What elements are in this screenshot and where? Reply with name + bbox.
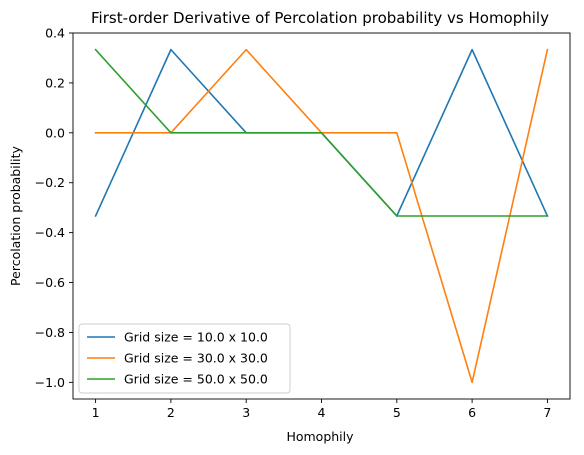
legend-label-3: Grid size = 50.0 x 50.0 bbox=[124, 372, 268, 387]
y-tick-label: 0.4 bbox=[45, 26, 65, 41]
y-axis-label: Percolation probability bbox=[8, 145, 23, 286]
x-tick-label: 2 bbox=[167, 405, 175, 420]
x-axis-label: Homophily bbox=[286, 429, 354, 444]
y-tick-label: −0.8 bbox=[35, 325, 65, 340]
legend: Grid size = 10.0 x 10.0 Grid size = 30.0 … bbox=[78, 323, 291, 394]
x-tick-label: 3 bbox=[242, 405, 250, 420]
y-tick-label: −0.2 bbox=[35, 175, 65, 190]
chart-title: First-order Derivative of Percolation pr… bbox=[91, 9, 549, 27]
legend-box bbox=[78, 323, 291, 394]
y-tick-label: −0.6 bbox=[35, 275, 65, 290]
y-tick-label: −1.0 bbox=[35, 375, 65, 390]
legend-label-2: Grid size = 30.0 x 30.0 bbox=[124, 351, 268, 366]
y-tick-label: 0.2 bbox=[45, 75, 65, 90]
series-line-3 bbox=[94, 48, 549, 217]
x-tick-label: 7 bbox=[543, 405, 551, 420]
plot-area: 1 2 3 4 5 6 7 0.4 0.2 0.0 −0.2 −0.4 −0.6 −0.8 −1.0 bbox=[35, 26, 571, 420]
x-tick-label: 5 bbox=[393, 405, 401, 420]
x-tick-label: 4 bbox=[318, 405, 326, 420]
x-tick-label: 6 bbox=[468, 405, 476, 420]
legend-label-1: Grid size = 10.0 x 10.0 bbox=[124, 330, 268, 345]
y-tick-label: 0.0 bbox=[45, 125, 65, 140]
x-tick-label: 1 bbox=[92, 405, 100, 420]
y-tick-label: −0.4 bbox=[35, 225, 65, 240]
